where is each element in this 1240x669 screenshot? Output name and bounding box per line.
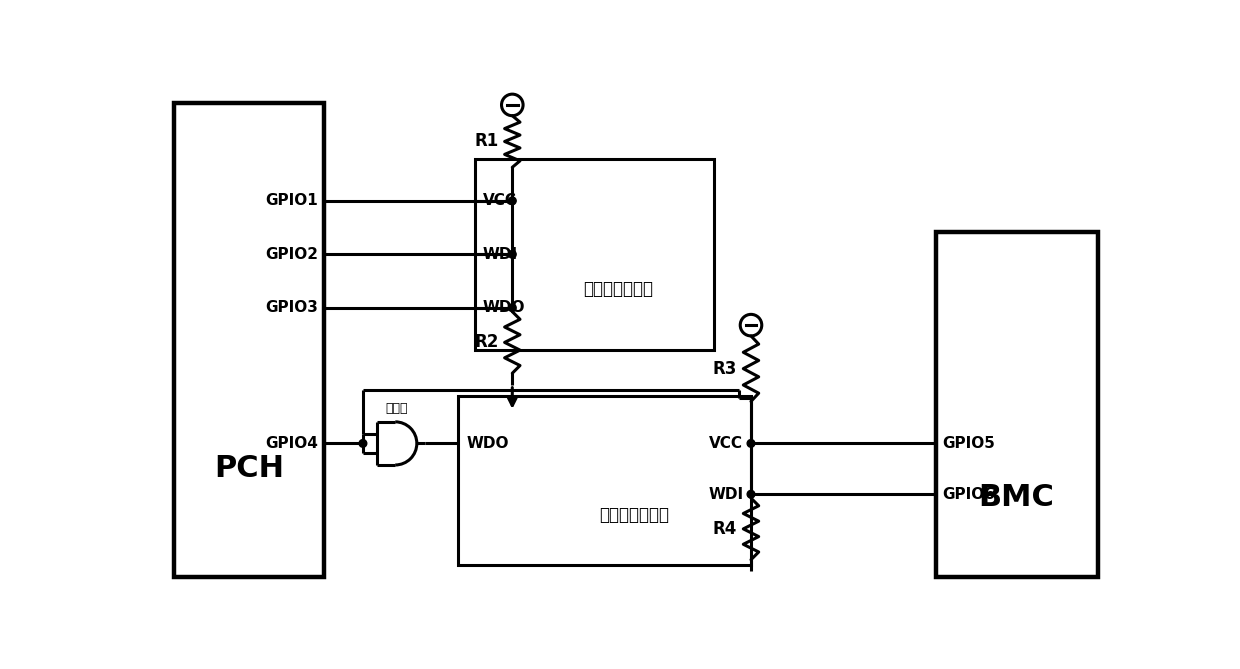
- Circle shape: [508, 304, 516, 312]
- Bar: [475, 159, 714, 350]
- Text: VCC: VCC: [709, 436, 743, 451]
- Text: VCC: VCC: [484, 193, 517, 208]
- Circle shape: [748, 440, 755, 448]
- Bar: [174, 104, 325, 577]
- Text: 第一看门狗芯片: 第一看门狗芯片: [584, 280, 653, 298]
- Circle shape: [508, 197, 516, 205]
- Text: GPIO2: GPIO2: [265, 247, 319, 262]
- Text: R3: R3: [713, 360, 737, 377]
- Text: BMC: BMC: [978, 483, 1054, 512]
- Text: WDI: WDI: [484, 247, 518, 262]
- Circle shape: [748, 490, 755, 498]
- Text: WDO: WDO: [466, 436, 508, 451]
- Text: GPIO3: GPIO3: [265, 300, 319, 315]
- Bar: [936, 232, 1097, 577]
- Text: R1: R1: [474, 132, 498, 151]
- Text: 可或门: 可或门: [386, 402, 408, 415]
- Bar: [459, 396, 751, 565]
- Text: GPIO5: GPIO5: [942, 436, 994, 451]
- Circle shape: [360, 440, 367, 448]
- Text: R4: R4: [713, 520, 737, 538]
- Text: GPIO1: GPIO1: [265, 193, 319, 208]
- Text: WDI: WDI: [708, 487, 743, 502]
- Text: GPIO6: GPIO6: [942, 487, 994, 502]
- Text: R2: R2: [474, 333, 498, 351]
- Text: GPIO4: GPIO4: [265, 436, 319, 451]
- Text: WDO: WDO: [484, 300, 526, 315]
- Text: PCH: PCH: [215, 454, 284, 482]
- Circle shape: [508, 250, 516, 258]
- Text: 第二看门狗芯片: 第二看门狗芯片: [599, 506, 668, 524]
